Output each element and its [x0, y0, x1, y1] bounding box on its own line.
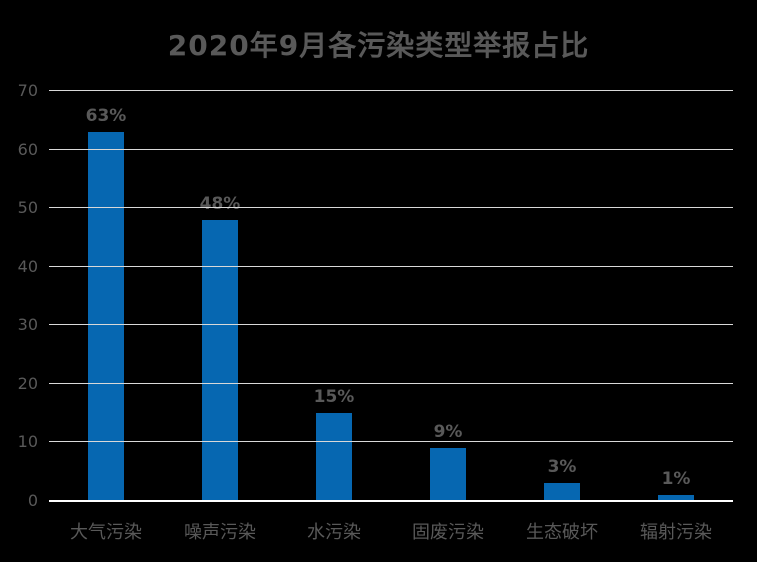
gridline [49, 265, 733, 267]
y-axis: 0 10 20 30 40 50 60 70 [0, 82, 38, 510]
y-axis-tick-label: 50 [17, 198, 38, 218]
y-axis-tick-label: 30 [17, 315, 38, 335]
bar-value-label: 9% [433, 422, 463, 442]
x-axis-category-label: 辐射污染 [640, 522, 712, 543]
x-axis-category-label: 噪声污染 [184, 522, 256, 543]
bar-slot: 1% [619, 91, 733, 501]
bar-slot: 9% [391, 91, 505, 501]
bar [544, 483, 580, 501]
bar-slot: 48% [163, 91, 277, 501]
x-axis-labels: 大气污染 噪声污染 水污染 固废污染 生态破坏 辐射污染 [49, 518, 733, 544]
bar [316, 413, 352, 501]
y-axis-tick-label: 40 [17, 256, 38, 276]
x-axis-category-label: 生态破坏 [526, 522, 598, 543]
bar [88, 132, 124, 501]
bar-slot: 15% [277, 91, 391, 501]
bar-value-label: 63% [85, 106, 127, 126]
x-axis-category-label: 水污染 [307, 522, 361, 543]
y-axis-tick-label: 20 [17, 373, 38, 393]
y-axis-tick-label: 0 [27, 491, 38, 510]
gridline [49, 382, 733, 384]
bar [658, 495, 694, 501]
gridline [49, 441, 733, 443]
bar-slot: 63% [49, 91, 163, 501]
bar [430, 448, 466, 501]
x-axis-category-label: 固废污染 [412, 522, 484, 543]
bar [202, 220, 238, 501]
chart-title: 2020年9月各污染类型举报占比 [167, 29, 590, 62]
x-axis-line [49, 500, 733, 502]
x-axis-category-label: 大气污染 [70, 522, 142, 543]
y-axis-tick-label: 60 [17, 139, 38, 159]
y-axis-tick-label: 70 [17, 81, 38, 100]
bar-value-label: 48% [199, 194, 241, 214]
plot-area: 63% 48% 15% 9% 3% 1% [49, 90, 733, 502]
bar-slot: 3% [505, 91, 619, 501]
bar-value-label: 15% [313, 387, 355, 407]
gridline [49, 207, 733, 209]
gridline [49, 324, 733, 326]
bar-series: 63% 48% 15% 9% 3% 1% [49, 91, 733, 501]
bar-value-label: 1% [661, 469, 691, 489]
gridline [49, 90, 733, 91]
gridline [49, 148, 733, 150]
y-axis-tick-label: 10 [17, 432, 38, 452]
bar-value-label: 3% [547, 457, 577, 477]
